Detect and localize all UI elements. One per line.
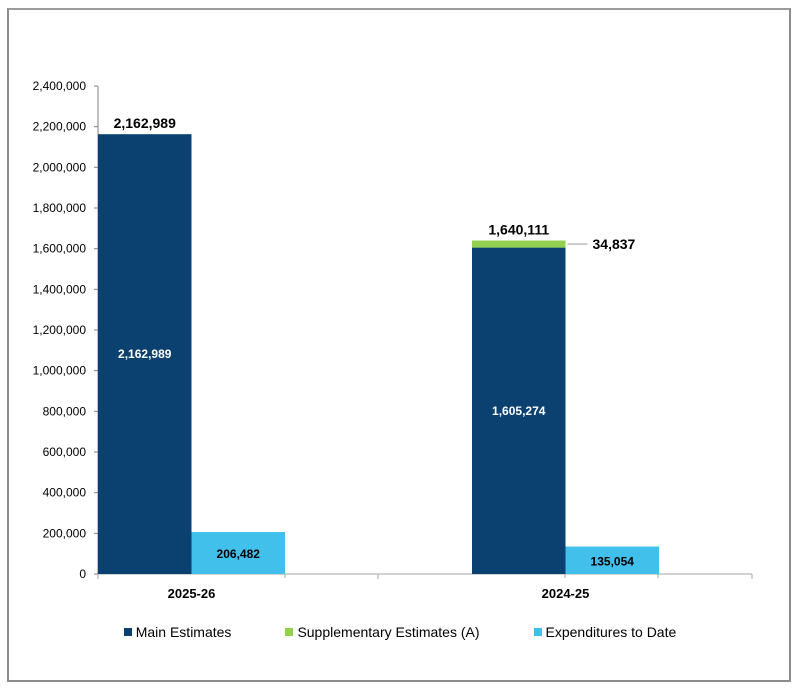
legend-item-main-estimates: Main Estimates bbox=[123, 624, 232, 640]
y-tick-label: 1,800,000 bbox=[33, 201, 87, 215]
y-tick-label: 1,000,000 bbox=[33, 364, 87, 378]
data-label-total: 2,162,989 bbox=[114, 115, 176, 131]
data-label-supplementary-estimates: 34,837 bbox=[593, 236, 636, 252]
y-tick-label: 1,200,000 bbox=[33, 323, 87, 337]
legend-swatch-main-estimates bbox=[123, 628, 132, 636]
legend: Main Estimates Supplementary Estimates (… bbox=[0, 624, 800, 640]
y-tick-label: 800,000 bbox=[43, 404, 87, 418]
y-tick-label: 1,600,000 bbox=[33, 242, 87, 256]
y-tick-label: 600,000 bbox=[43, 445, 87, 459]
y-tick-label: 2,400,000 bbox=[33, 79, 87, 93]
data-label-main-estimates: 1,605,274 bbox=[492, 404, 546, 418]
x-axis: 2025-26 2024-25 bbox=[97, 573, 753, 601]
y-tick-label: 1,400,000 bbox=[33, 282, 87, 296]
legend-label: Supplementary Estimates (A) bbox=[297, 624, 480, 640]
bar-supplementary-estimates-a bbox=[472, 240, 566, 248]
bar-expenditures-to-date bbox=[565, 546, 659, 574]
y-tick-label: 400,000 bbox=[43, 486, 87, 500]
data-label-expenditures-to-date: 206,482 bbox=[217, 547, 261, 561]
x-category-label: 2024-25 bbox=[542, 586, 590, 601]
data-label-main-estimates: 2,162,989 bbox=[118, 347, 172, 361]
bar-expenditures-to-date bbox=[191, 532, 285, 574]
data-labels: 2,162,989 2,162,989 206,482 1,605,274 34,837… bbox=[114, 115, 636, 568]
legend-swatch-expenditures-to-date bbox=[533, 628, 542, 636]
data-label-expenditures-to-date: 135,054 bbox=[591, 554, 635, 568]
legend-label: Expenditures to Date bbox=[545, 624, 677, 640]
legend-item-expenditures-to-date: Expenditures to Date bbox=[533, 624, 677, 640]
y-tick-label: 2,000,000 bbox=[33, 160, 87, 174]
y-tick-label: 200,000 bbox=[43, 526, 87, 540]
y-tick-label: 0 bbox=[79, 567, 86, 581]
legend-label: Main Estimates bbox=[135, 624, 232, 640]
legend-item-supplementary-estimates: Supplementary Estimates (A) bbox=[285, 624, 480, 640]
data-label-total: 1,640,111 bbox=[488, 222, 549, 238]
bar-main-estimates bbox=[98, 134, 192, 574]
y-axis: 0 200,000 400,000 600,000 800,000 1,000,000 1,… bbox=[33, 79, 99, 581]
bars bbox=[98, 134, 659, 574]
y-tick-label: 2,200,000 bbox=[33, 120, 87, 134]
bar-main-estimates bbox=[472, 247, 566, 574]
x-category-label: 2025-26 bbox=[168, 586, 216, 601]
legend-swatch-supplementary-estimates bbox=[285, 628, 294, 636]
